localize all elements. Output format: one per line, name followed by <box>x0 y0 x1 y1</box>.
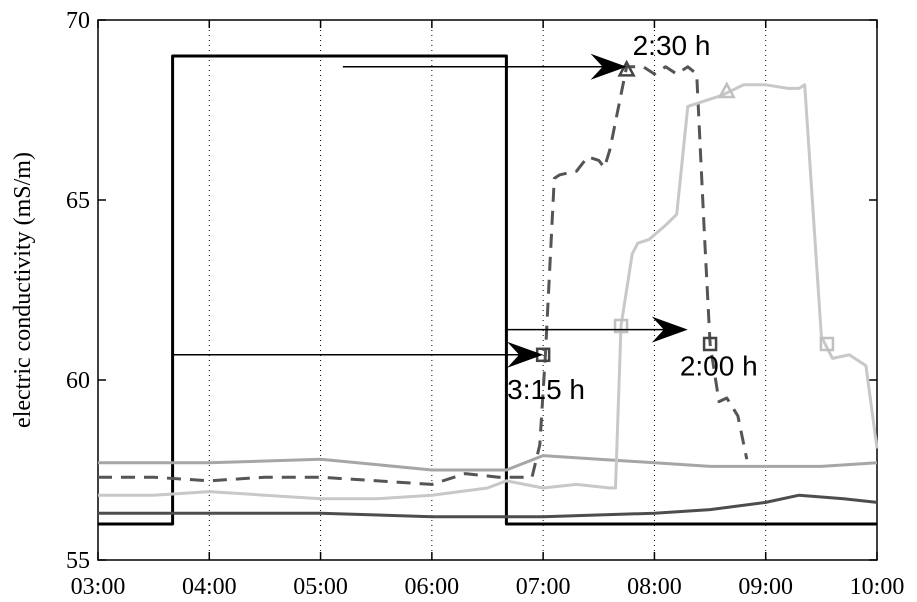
annotation-label: 2:00 h <box>680 351 758 382</box>
x-tick-label: 08:00 <box>627 574 682 600</box>
arrowhead <box>590 53 627 80</box>
y-tick-label: 55 <box>66 548 90 574</box>
y-tick-label: 65 <box>66 188 90 214</box>
x-tick-label: 05:00 <box>293 574 348 600</box>
series-line <box>98 54 877 526</box>
plot-frame <box>97 19 878 561</box>
marker-square <box>819 336 835 352</box>
x-tick-label: 03:00 <box>71 574 126 600</box>
series-line <box>98 493 878 519</box>
y-axis-label: electric conductivity (mS/m) <box>10 152 36 428</box>
x-tick-label: 10:00 <box>850 574 905 600</box>
series-line <box>98 454 878 472</box>
x-tick-label: 06:00 <box>405 574 460 600</box>
arrowhead <box>651 316 688 343</box>
x-tick-label: 07:00 <box>516 574 571 600</box>
series-line <box>98 65 749 486</box>
marker-triangle <box>617 59 636 77</box>
marker-square <box>702 336 718 352</box>
annotation-label: 2:30 h <box>633 30 711 61</box>
annotation-label: 3:15 h <box>507 374 585 405</box>
y-tick-label: 70 <box>66 8 90 34</box>
x-tick-label: 09:00 <box>738 574 793 600</box>
marker-square <box>613 318 629 334</box>
series-line <box>98 83 879 501</box>
arrowhead <box>507 341 544 368</box>
y-tick-label: 60 <box>66 368 90 394</box>
marker-triangle <box>717 81 736 99</box>
x-tick-label: 04:00 <box>182 574 237 600</box>
